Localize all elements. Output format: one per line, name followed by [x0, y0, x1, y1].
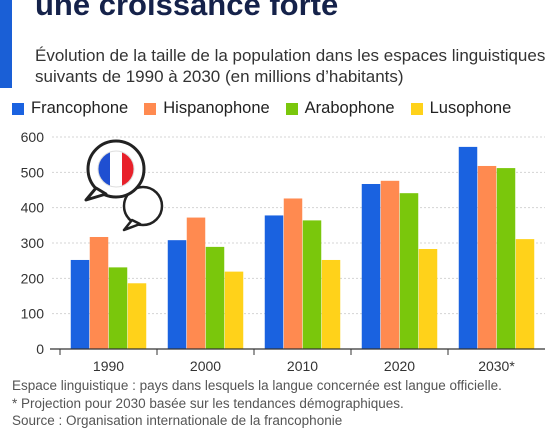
legend-item-lusophone: Lusophone — [410, 99, 512, 118]
bar-arabophone-2000 — [205, 246, 225, 349]
y-tick-label: 300 — [21, 235, 45, 251]
y-tick-label: 200 — [21, 270, 45, 286]
bar-hispanophone-2010 — [283, 198, 303, 349]
bar-lusophone-1990 — [127, 283, 147, 349]
y-tick-label: 500 — [21, 164, 45, 180]
bar-arabophone-2020 — [399, 193, 419, 349]
legend-label-francophone: Francophone — [31, 99, 129, 117]
footnotes: Espace linguistique : pays dans lesquels… — [12, 377, 502, 430]
x-axis-tick-labels: 1990 2000 2010 2020 2030* — [59, 349, 515, 374]
legend-label-hispanophone: Hispanophone — [163, 99, 270, 117]
bar-arabophone-1990 — [108, 267, 128, 349]
legend-swatch-lusophone — [410, 102, 423, 115]
footnote-source: Source : Organisation internationale de … — [12, 413, 343, 428]
legend-item-francophone: Francophone — [12, 99, 128, 118]
legend-swatch-hispanophone — [144, 102, 157, 115]
footnote-projection: * Projection pour 2030 basée sur les ten… — [12, 395, 404, 411]
x-tick-label: 1990 — [93, 358, 124, 374]
x-tick-label: 2020 — [384, 358, 415, 374]
bar-francophone-2030 — [458, 146, 478, 349]
bar-francophone-2000 — [167, 240, 187, 349]
chart-subtitle: Évolution de la taille de la population … — [35, 46, 546, 86]
legend-swatch-francophone — [12, 102, 24, 115]
x-tick-label: 2010 — [287, 358, 318, 374]
speech-bubbles-french-flag-icon — [84, 139, 164, 232]
bar-lusophone-2010 — [321, 259, 341, 349]
bar-lusophone-2000 — [224, 271, 244, 349]
footnote-definition: Espace linguistique : pays dans lesquels… — [12, 378, 502, 393]
bar-francophone-2020 — [361, 183, 381, 349]
bar-francophone-2010 — [264, 215, 284, 349]
x-tick-label: 2030* — [478, 358, 515, 374]
legend: Francophone Hispanophone Arabophone Luso… — [12, 99, 527, 118]
legend-label-lusophone: Lusophone — [429, 99, 512, 117]
bar-lusophone-2020 — [418, 249, 438, 349]
bar-hispanophone-1990 — [89, 236, 109, 349]
legend-swatch-arabophone — [285, 102, 298, 115]
x-tick-label: 2000 — [190, 358, 221, 374]
legend-label-arabophone: Arabophone — [304, 99, 395, 117]
y-tick-label: 100 — [21, 306, 45, 322]
y-tick-label: 400 — [21, 200, 45, 216]
bar-francophone-1990 — [70, 259, 90, 349]
legend-item-hispanophone: Hispanophone — [144, 99, 270, 118]
bar-hispanophone-2000 — [186, 217, 206, 349]
y-tick-label: 0 — [36, 341, 44, 357]
bar-chart: 0 100 200 300 400 500 600 1990 2000 2010 2020 2030… — [21, 129, 545, 374]
bar-arabophone-2010 — [302, 220, 322, 349]
bar-hispanophone-2020 — [380, 180, 400, 349]
legend-item-arabophone: Arabophone — [285, 99, 395, 118]
accent-bar — [0, 0, 12, 88]
bar-arabophone-2030 — [496, 168, 516, 349]
y-tick-label: 600 — [21, 129, 45, 145]
y-axis-tick-labels: 0 100 200 300 400 500 600 — [21, 129, 45, 357]
bar-lusophone-2030 — [515, 239, 535, 349]
bar-hispanophone-2030 — [477, 165, 497, 349]
chart-title: une croissance forte — [35, 0, 339, 22]
bars — [70, 146, 535, 349]
